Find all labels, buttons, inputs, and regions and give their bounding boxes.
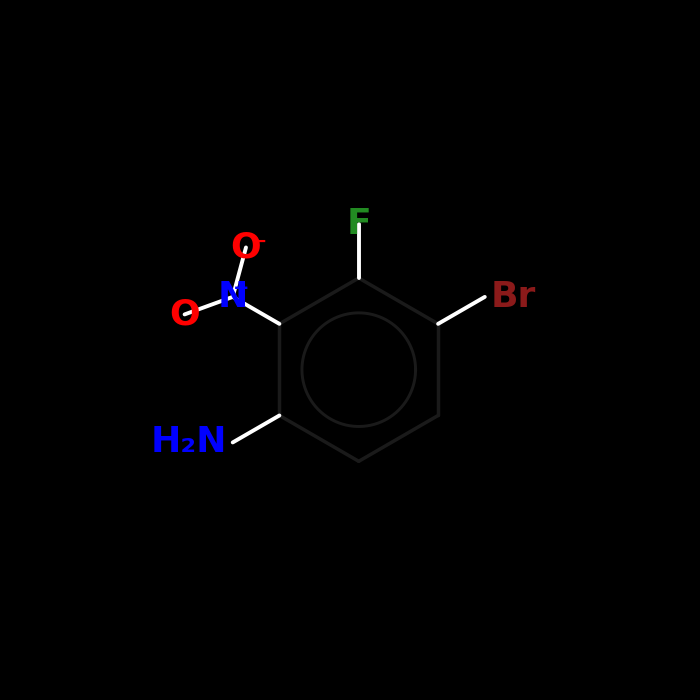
Text: Br: Br — [490, 280, 536, 314]
Text: N: N — [218, 280, 248, 314]
Text: −: − — [251, 232, 267, 251]
Text: +: + — [233, 279, 250, 298]
Text: O: O — [169, 298, 200, 331]
Text: F: F — [346, 207, 371, 241]
Text: O: O — [230, 230, 261, 265]
Text: H₂N: H₂N — [150, 426, 228, 459]
